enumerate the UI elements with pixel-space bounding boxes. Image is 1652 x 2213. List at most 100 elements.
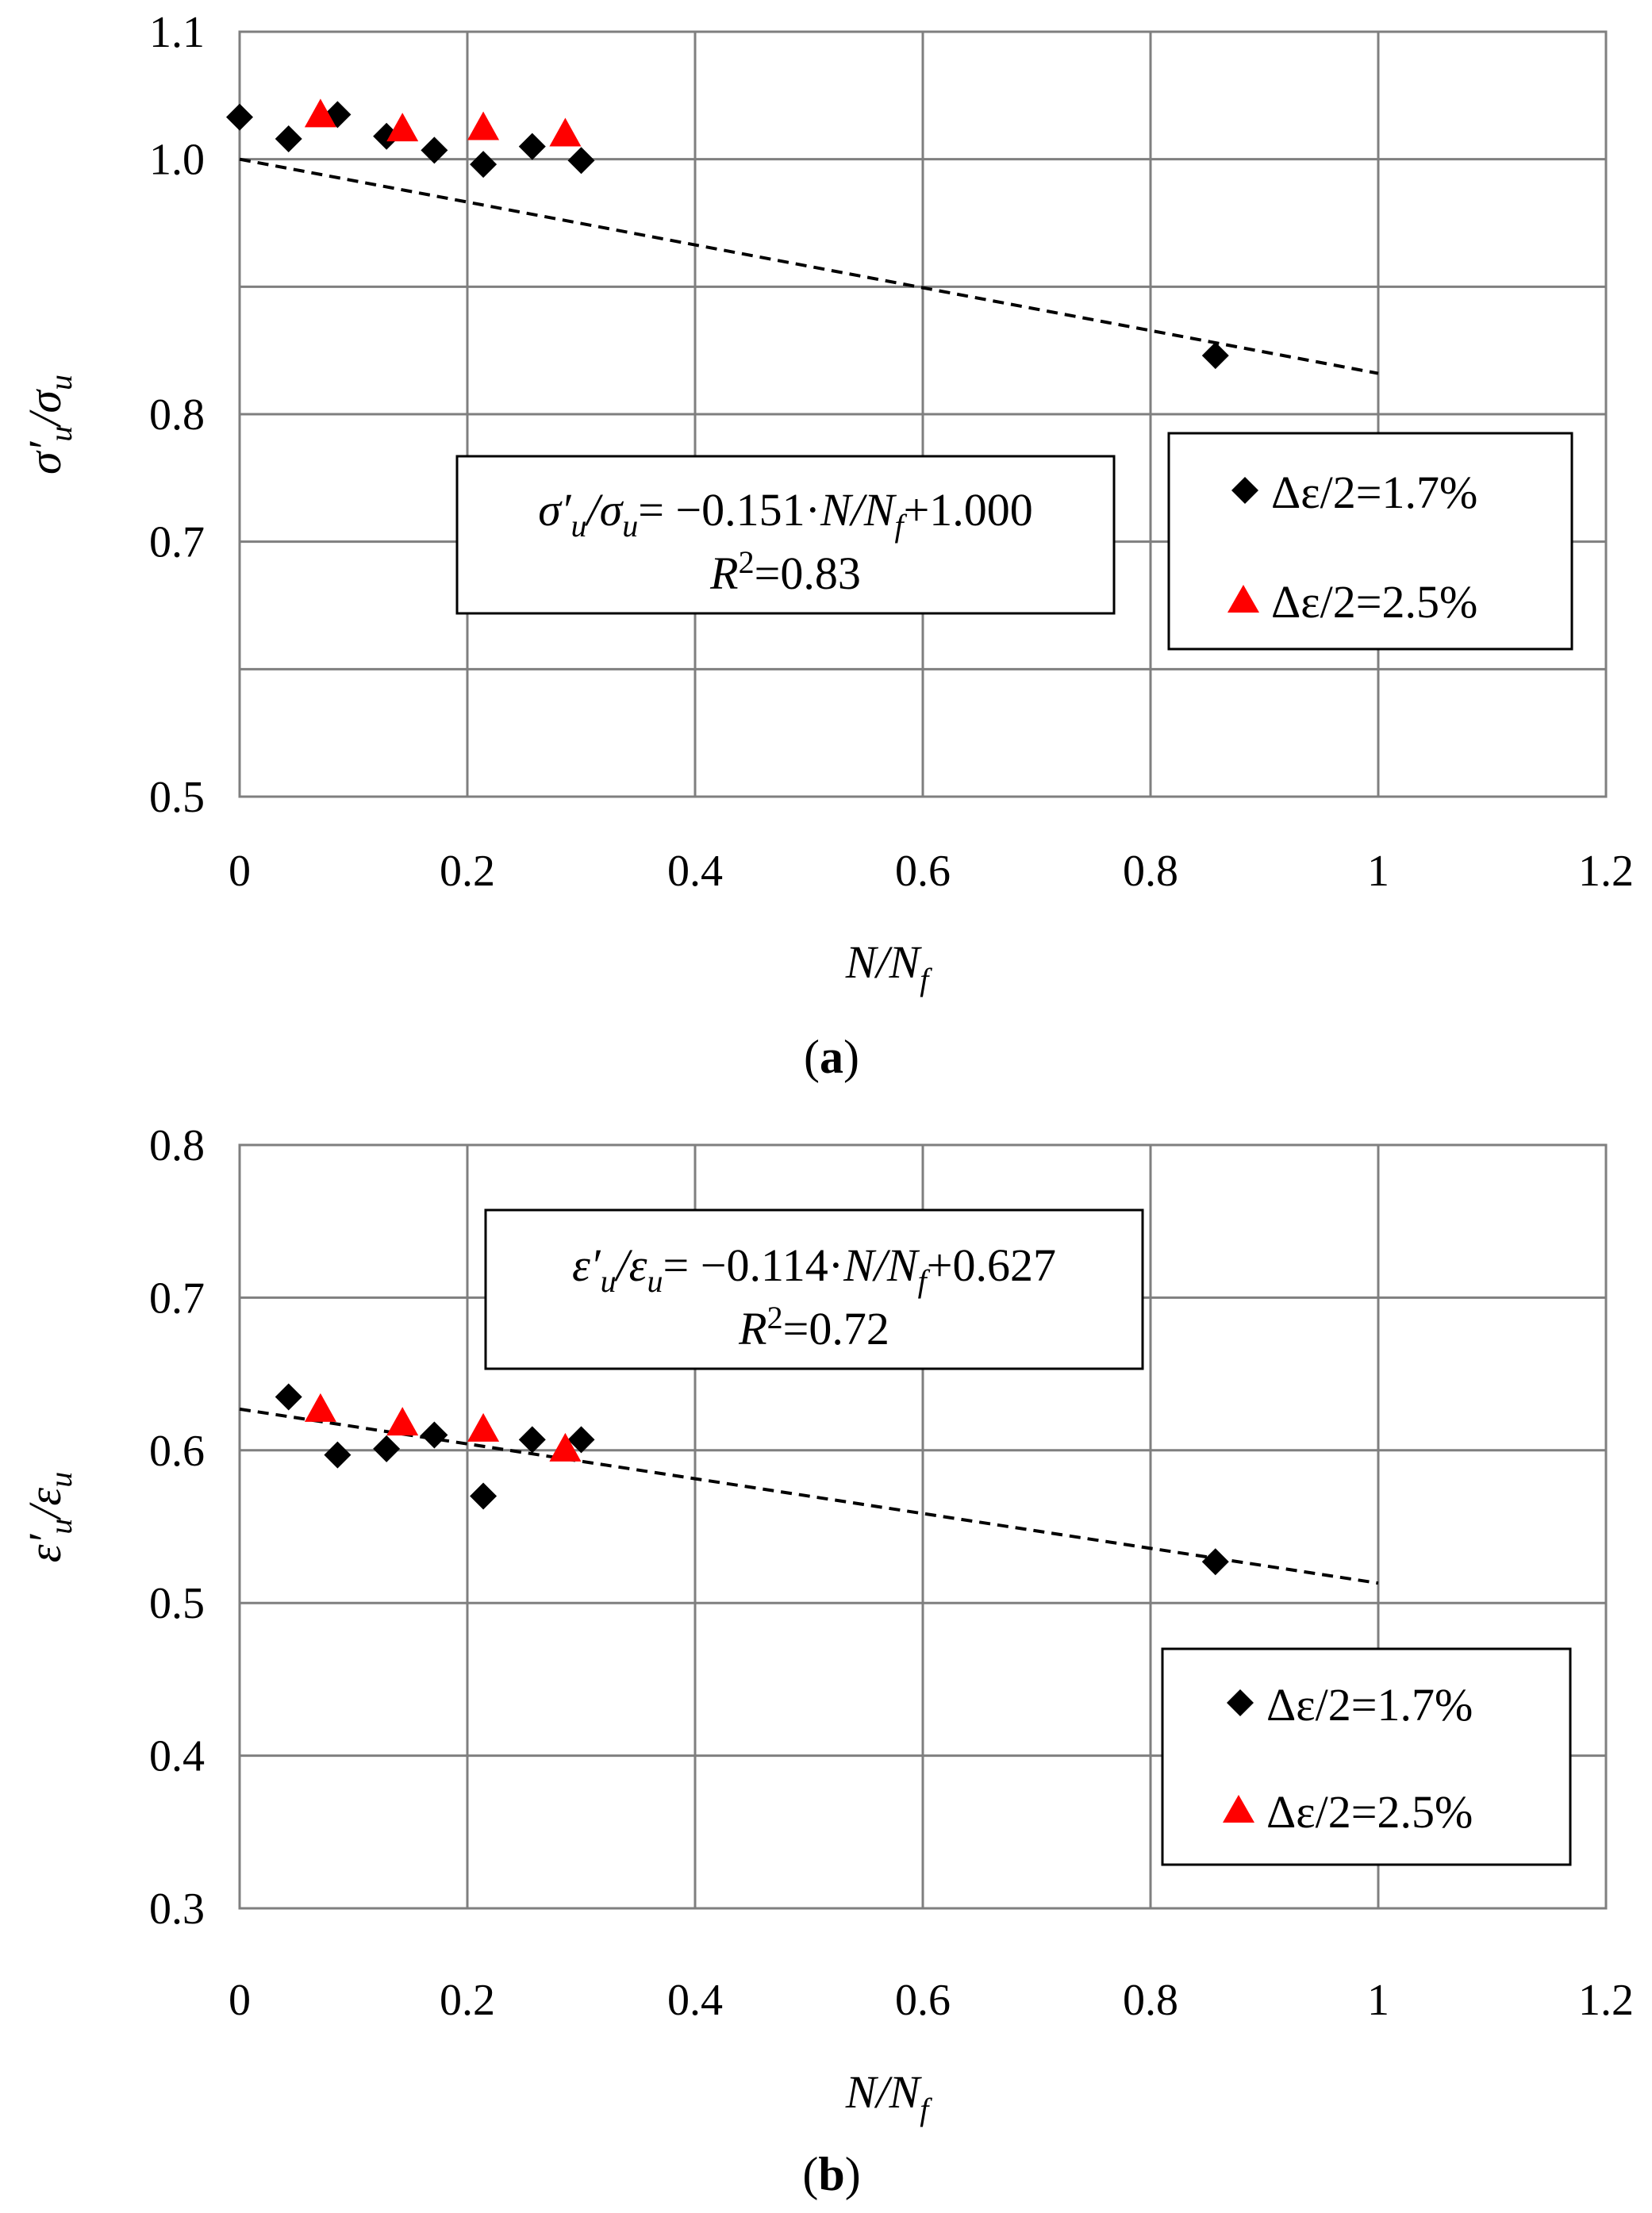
chart-b-xtick: 0 — [229, 1976, 251, 2025]
chart-a-xtick: 0.6 — [895, 847, 951, 896]
chart-a-xtick: 0.8 — [1123, 847, 1178, 896]
chart-a-point-triangle — [549, 117, 582, 147]
chart-a-eq-s1: u — [571, 508, 587, 544]
chart-a: 0.5 0.7 0.8 1.0 1.1 0 0.2 0.4 0.6 0.8 1 … — [19, 8, 1634, 1083]
chart-a-eq-t4: N/N — [820, 484, 897, 536]
chart-a-point-diamond — [421, 136, 448, 164]
chart-b-legend-item-2: Δε/2=2.5% — [1266, 1786, 1473, 1838]
chart-b-eq-s2: u — [647, 1263, 663, 1299]
chart-a-ylabel-p1: σ′ — [19, 440, 71, 474]
chart-b-r2-val: =0.72 — [783, 1303, 889, 1354]
chart-a-point-triangle — [386, 113, 419, 142]
chart-b-ylabel-s1: u — [43, 1519, 79, 1535]
chart-a-trendline-group — [239, 157, 1379, 375]
chart-a-legend-item-1: Δε/2=1.7% — [1271, 467, 1477, 518]
chart-b-xtick: 0.4 — [667, 1976, 723, 2025]
chart-b-ylabel-p1: ε′ — [19, 1533, 71, 1562]
chart-b-eq-t1: ε′ — [572, 1239, 601, 1291]
chart-b-ylabel-s2: u — [43, 1472, 79, 1488]
chart-a-point-diamond — [470, 151, 498, 179]
chart-b-ytick: 0.7 — [149, 1274, 205, 1323]
chart-a-ytick: 0.5 — [149, 773, 205, 822]
chart-b-eq-t2: /ε — [614, 1239, 647, 1291]
chart-a-point-triangle — [467, 111, 500, 140]
chart-a-r2-val: =0.83 — [755, 547, 861, 599]
chart-a-markers — [226, 98, 1229, 370]
chart-b-ytick: 0.3 — [149, 1885, 205, 1934]
chart-b-xlabel-main: N/N — [845, 2066, 923, 2118]
chart-a-ytick: 1.0 — [149, 136, 205, 185]
chart-a-r2-r: R — [709, 547, 738, 599]
chart-b-ytick: 0.4 — [149, 1732, 205, 1781]
chart-b-xtick: 1.2 — [1578, 1976, 1634, 2025]
chart-b-plot-area — [238, 1143, 1608, 1910]
chart-a-point-diamond — [567, 147, 595, 175]
chart-b-markers — [275, 1383, 1229, 1576]
chart-a-point-diamond — [1201, 342, 1229, 370]
chart-a-y-axis-label: σ′u/σu — [19, 375, 79, 474]
chart-a-legend-diamond-icon — [1231, 477, 1258, 504]
chart-b-r2-r: R — [738, 1303, 766, 1354]
chart-a-panel-letter: a — [820, 1031, 843, 1083]
chart-a-point-diamond — [518, 133, 546, 160]
chart-b-y-ticks: 0.3 0.4 0.5 0.6 0.7 0.8 — [149, 1121, 205, 1934]
chart-b-point-triangle — [386, 1407, 419, 1436]
chart-b-point-diamond — [421, 1421, 448, 1449]
chart-b-ylabel-p2: /ε — [19, 1488, 71, 1521]
chart-a-equation: σ′u/σu= −0.151·N/Nf+1.000 — [538, 484, 1033, 544]
chart-a-ylabel-p2: /σ — [19, 389, 71, 428]
chart-a-ylabel-s2: u — [43, 375, 79, 390]
chart-b-legend-item-1: Δε/2=1.7% — [1266, 1679, 1473, 1731]
chart-b-ytick: 0.6 — [149, 1427, 205, 1476]
chart-b-eq-s1: u — [601, 1263, 617, 1299]
chart-b-point-diamond — [275, 1383, 302, 1411]
chart-a-plot-area — [238, 30, 1608, 798]
chart-b-equation: ε′u/εu= −0.114·N/Nf+0.627 — [572, 1239, 1056, 1299]
chart-b-panel-letter: b — [818, 2148, 844, 2200]
chart-a-xtick: 1 — [1367, 847, 1389, 896]
chart-b-legend: Δε/2=1.7% Δε/2=2.5% — [1161, 1647, 1572, 1866]
chart-b-xtick: 0.2 — [440, 1976, 495, 2025]
chart-a-ytick: 1.1 — [149, 8, 205, 57]
chart-a-eq-t1: σ′ — [538, 484, 572, 536]
chart-a-xtick: 0.4 — [667, 847, 723, 896]
chart-b-xtick: 0.6 — [895, 1976, 951, 2025]
chart-b-equation-box: ε′u/εu= −0.114·N/Nf+0.627 R2=0.72 — [484, 1208, 1144, 1370]
chart-a-ytick: 0.7 — [149, 518, 205, 567]
chart-b-ytick: 0.8 — [149, 1121, 205, 1170]
chart-b-point-diamond — [324, 1441, 352, 1469]
chart-b: 0.3 0.4 0.5 0.6 0.7 0.8 0 0.2 0.4 0.6 0.… — [19, 1121, 1634, 2200]
chart-b-panel-label: (b) — [802, 2148, 860, 2200]
chart-b-point-diamond — [567, 1426, 595, 1454]
chart-b-point-diamond — [518, 1426, 546, 1454]
chart-b-point-triangle — [467, 1412, 500, 1442]
chart-a-eq-t5: +1.000 — [904, 484, 1033, 536]
chart-a-xtick: 1.2 — [1578, 847, 1634, 896]
chart-a-legend-item-2: Δε/2=2.5% — [1271, 576, 1477, 628]
chart-b-eq-t3: = −0.114· — [663, 1239, 844, 1291]
chart-b-r2-sup: 2 — [767, 1300, 783, 1335]
chart-a-panel-label: (a) — [804, 1031, 859, 1083]
chart-a-point-diamond — [275, 125, 302, 152]
chart-b-point-diamond — [470, 1482, 498, 1510]
chart-b-xtick: 1 — [1367, 1976, 1389, 2025]
chart-a-xtick: 0 — [229, 847, 251, 896]
chart-a-point-triangle — [304, 98, 336, 128]
chart-b-eq-t5: +0.627 — [927, 1239, 1056, 1291]
chart-b-r2: R2=0.72 — [738, 1300, 889, 1354]
chart-a-legend-triangle-icon — [1227, 585, 1259, 613]
chart-a-xtick: 0.2 — [440, 847, 495, 896]
chart-a-legend: Δε/2=1.7% Δε/2=2.5% — [1167, 432, 1573, 651]
chart-b-legend-triangle-icon — [1223, 1795, 1254, 1823]
chart-b-x-ticks: 0 0.2 0.4 0.6 0.8 1 1.2 — [229, 1976, 1634, 2025]
chart-b-point-triangle — [304, 1393, 336, 1422]
chart-a-ytick: 0.8 — [149, 390, 205, 440]
chart-a-equation-box: σ′u/σu= −0.151·N/Nf+1.000 R2=0.83 — [455, 455, 1116, 615]
chart-a-eq-t3: = −0.151· — [638, 484, 820, 536]
chart-b-y-axis-label: ε′u/εu — [19, 1472, 79, 1563]
chart-b-point-diamond — [1201, 1548, 1229, 1576]
chart-a-x-ticks: 0 0.2 0.4 0.6 0.8 1 1.2 — [229, 847, 1634, 896]
chart-a-eq-s2: u — [622, 508, 638, 544]
chart-a-xlabel-main: N/N — [845, 936, 923, 988]
